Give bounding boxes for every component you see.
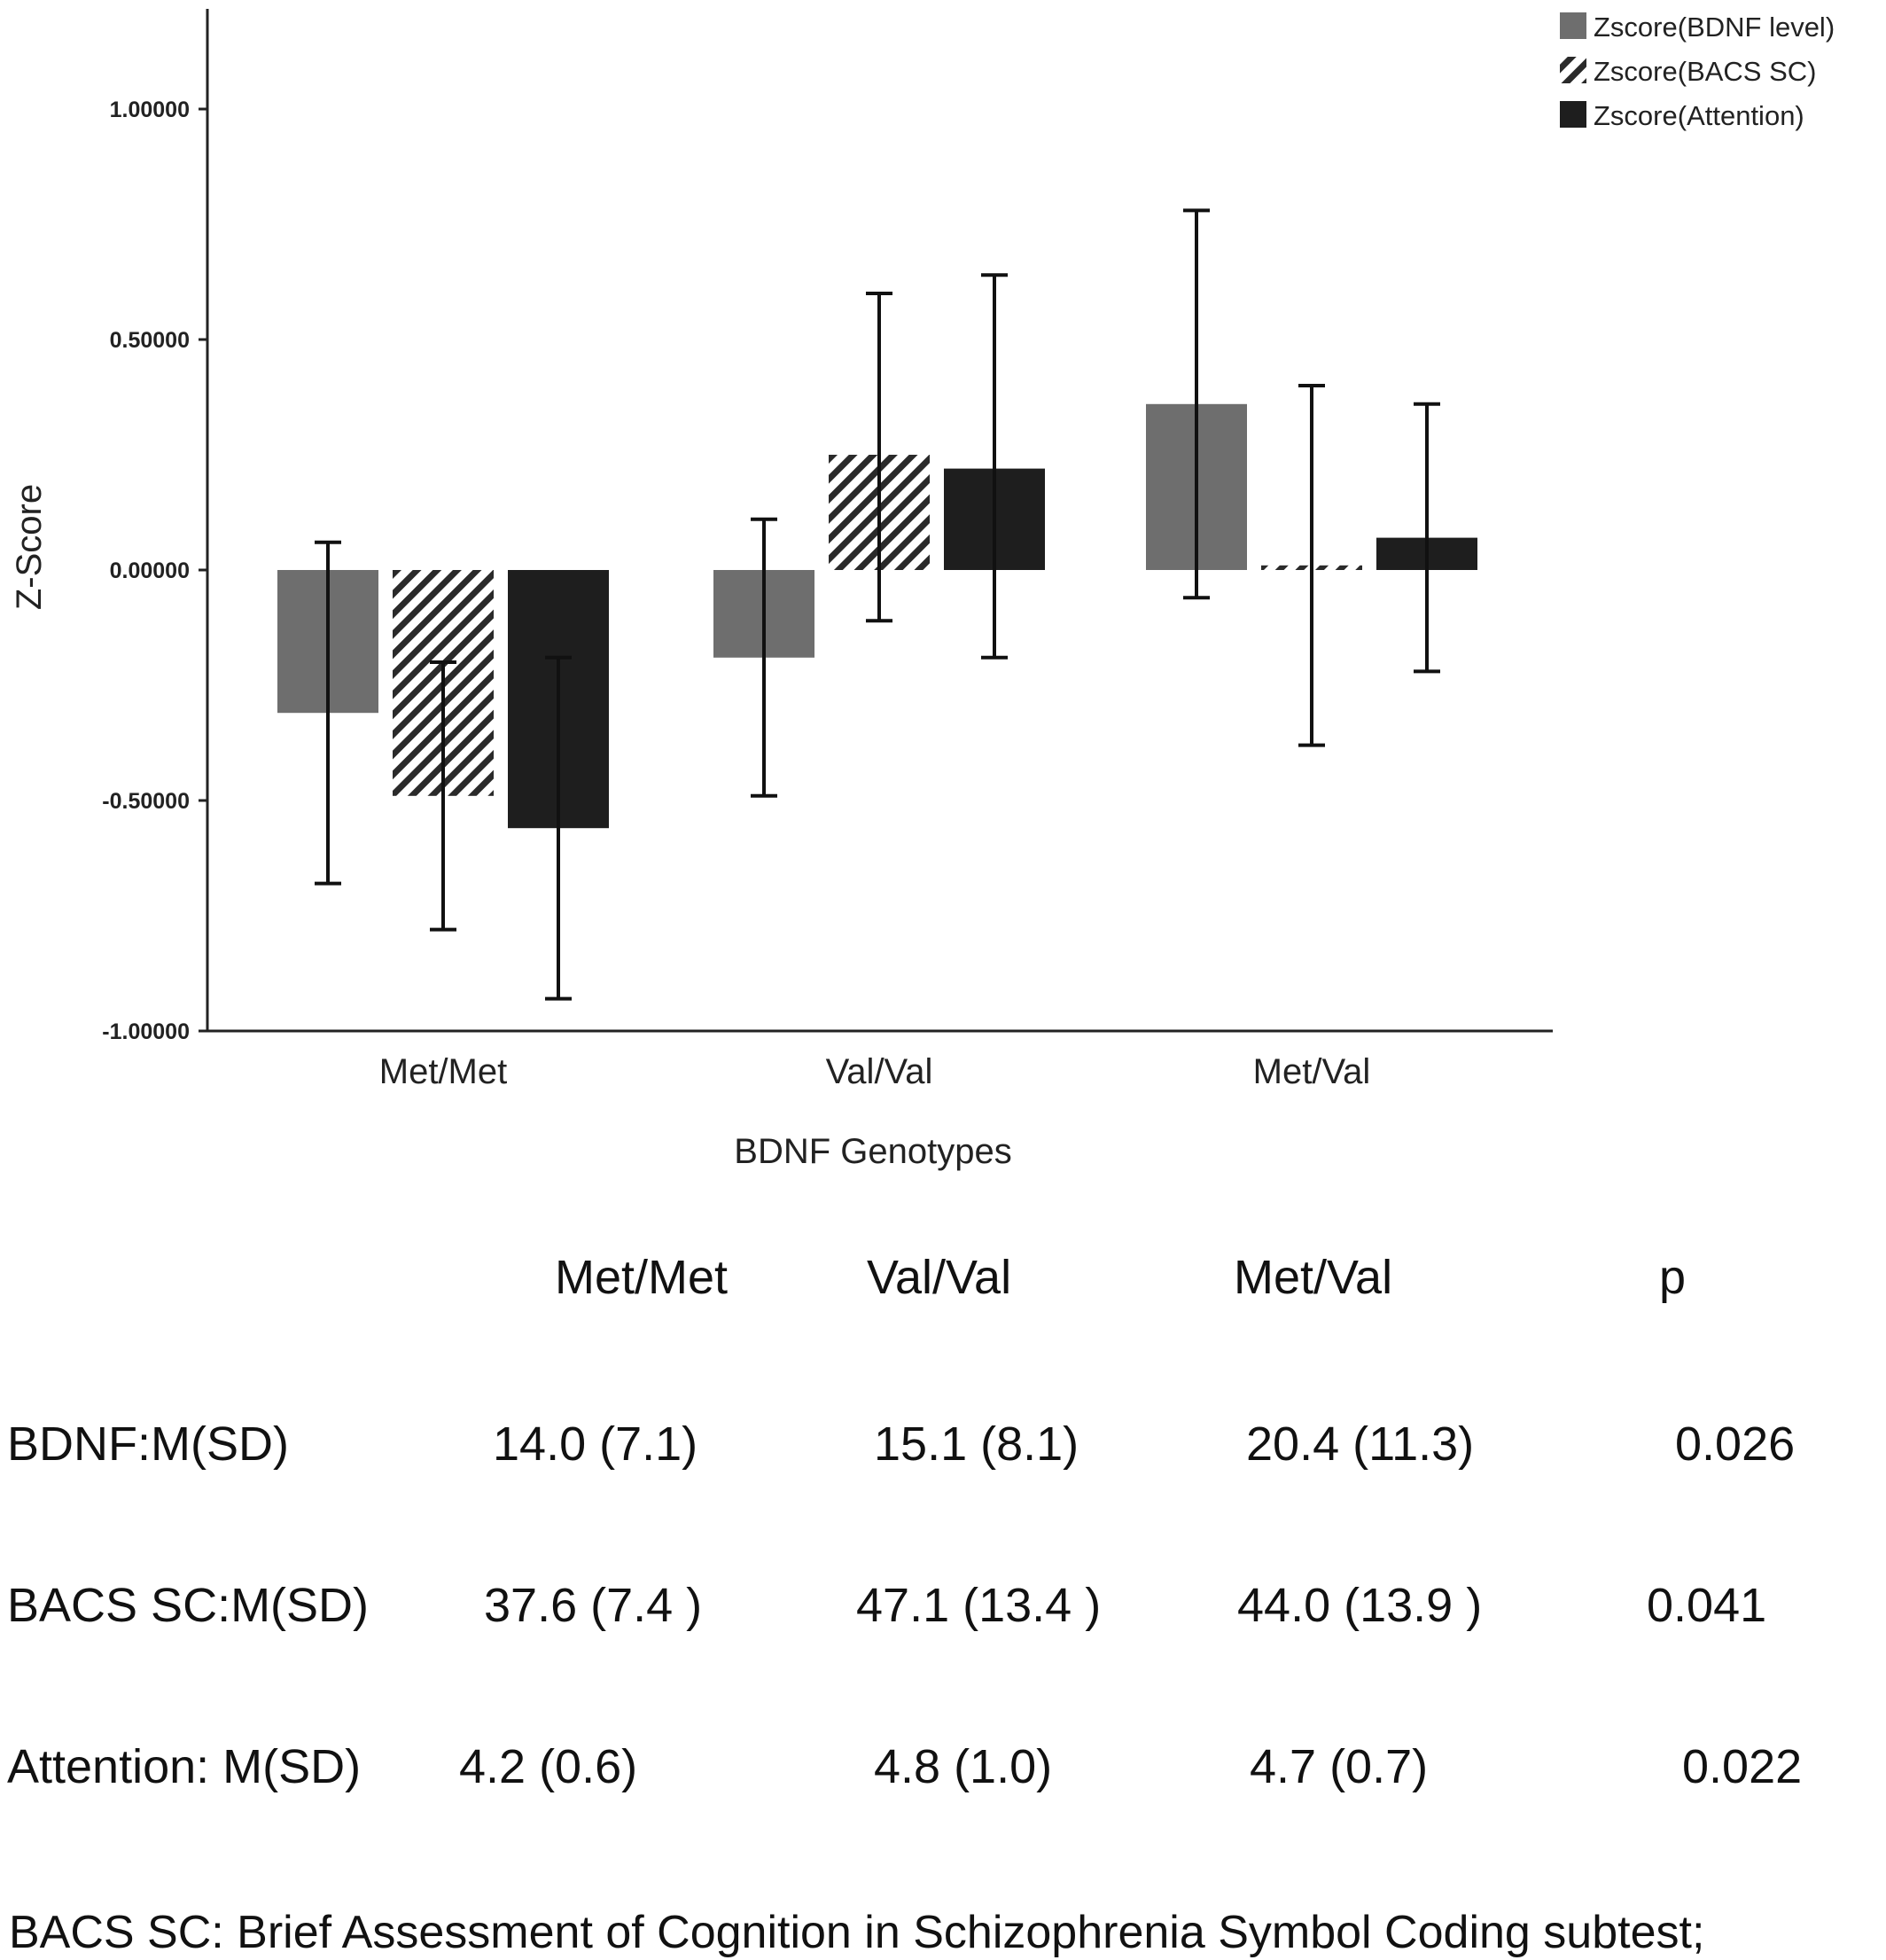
table-cell: 0.026	[1675, 1417, 1796, 1471]
stats-table: Met/Met Val/Val Met/Val p BDNF:M(SD) 14.…	[0, 1214, 1886, 1835]
legend-label: Zscore(Attention)	[1594, 100, 1804, 131]
legend-swatch	[1560, 101, 1586, 128]
table-header-met-met: Met/Met	[555, 1251, 729, 1304]
table-cell: 0.022	[1682, 1740, 1803, 1793]
chart-canvas: 1.00000 0.50000 0.00000 -0.50000 -1.00000 Met…	[10, 9, 1835, 1171]
table-row-label: BDNF:M(SD)	[7, 1417, 289, 1471]
table-cell: 44.0 (13.9 )	[1237, 1579, 1483, 1632]
table-cell: 0.041	[1647, 1579, 1767, 1632]
table-header-val-val: Val/Val	[867, 1251, 1012, 1304]
y-tick-label: 0.00000	[110, 558, 190, 583]
table-cell: 47.1 (13.4 )	[856, 1579, 1102, 1632]
table-header-p: p	[1659, 1251, 1687, 1304]
table-cell: 15.1 (8.1)	[874, 1417, 1079, 1471]
table-cell: 37.6 (7.4 )	[484, 1579, 703, 1632]
y-tick-label: 0.50000	[110, 328, 190, 353]
y-tick-label: -0.50000	[102, 789, 190, 814]
legend-label: Zscore(BDNF level)	[1594, 12, 1835, 43]
table-row-label: Attention: M(SD)	[7, 1740, 362, 1793]
footnote: BACS SC: Brief Assessment of Cognition i…	[9, 1907, 1705, 1958]
legend-swatch	[1560, 12, 1586, 39]
table-cell: 14.0 (7.1)	[493, 1417, 698, 1471]
table-header-met-val: Met/Val	[1234, 1251, 1393, 1304]
table-cell: 4.8 (1.0)	[874, 1740, 1053, 1793]
legend-swatch	[1560, 57, 1586, 83]
x-tick-label: Met/Met	[379, 1052, 507, 1091]
table-cell: 4.7 (0.7)	[1250, 1740, 1429, 1793]
x-tick-label: Met/Val	[1253, 1052, 1371, 1091]
table-cell: 20.4 (11.3)	[1246, 1417, 1475, 1471]
y-tick-label: 1.00000	[110, 98, 190, 122]
table-row-label: BACS SC:M(SD)	[7, 1579, 370, 1632]
y-tick-label: -1.00000	[102, 1019, 190, 1044]
x-axis-title: BDNF Genotypes	[734, 1132, 1011, 1171]
x-tick-label: Val/Val	[826, 1052, 933, 1091]
table-cell: 4.2 (0.6)	[459, 1740, 638, 1793]
y-axis-title: Z-Score	[10, 484, 49, 610]
legend-label: Zscore(BACS SC)	[1594, 56, 1816, 87]
bar-chart: 1.00000 0.50000 0.00000 -0.50000 -1.00000 Met…	[10, 9, 1835, 1171]
